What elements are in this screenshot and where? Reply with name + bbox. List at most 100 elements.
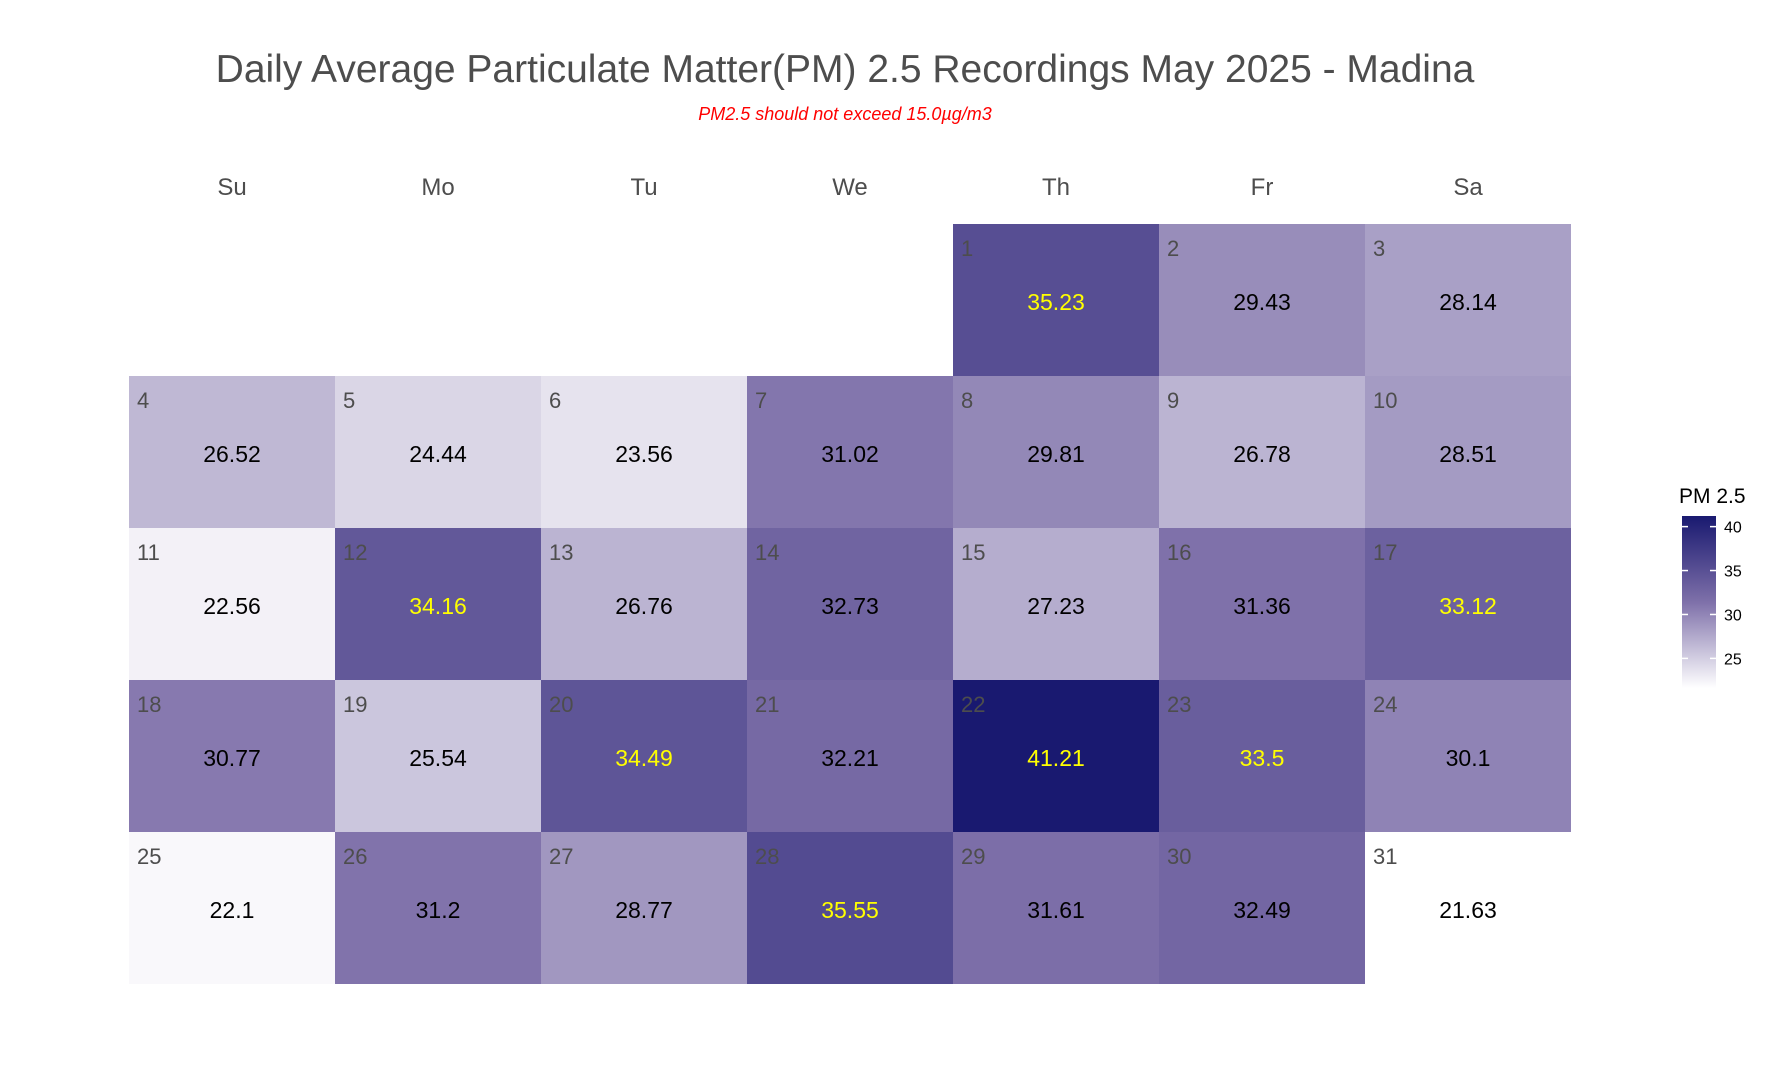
day-value-label: 28.14 — [1439, 289, 1497, 315]
day-cell-fill — [1159, 224, 1365, 376]
day-value-label: 32.73 — [821, 593, 879, 619]
day-value-label: 34.49 — [615, 745, 673, 771]
day-cell-fill — [1365, 376, 1571, 528]
day-value-label: 33.5 — [1240, 745, 1285, 771]
day-number: 16 — [1167, 540, 1191, 565]
day-cell-16: 16 31.36 — [1159, 528, 1365, 680]
day-number: 5 — [343, 388, 355, 413]
day-value-label: 32.21 — [821, 745, 879, 771]
day-cell-13: 13 26.76 — [541, 528, 747, 680]
day-cell-27: 27 28.77 — [541, 832, 747, 984]
day-number: 13 — [549, 540, 573, 565]
legend-tick-label: 35 — [1724, 564, 1742, 581]
day-number: 10 — [1373, 388, 1397, 413]
day-cell-5: 524.44 — [335, 376, 541, 528]
day-cell-24: 24 30.1 — [1365, 680, 1571, 832]
day-cell-1: 135.23 — [953, 224, 1159, 376]
day-cell-30: 30 32.49 — [1159, 832, 1365, 984]
day-cell-fill — [1159, 832, 1365, 984]
day-cell-15: 15 27.23 — [953, 528, 1159, 680]
day-cell-fill — [335, 680, 541, 832]
legend-tick-label: 30 — [1724, 607, 1742, 624]
chart-subtitle: PM2.5 should not exceed 15.0µg/m3 — [698, 104, 992, 124]
chart-title: Daily Average Particulate Matter(PM) 2.5… — [215, 48, 1475, 91]
day-value-label: 31.36 — [1233, 593, 1291, 619]
day-value-label: 35.23 — [1027, 289, 1085, 315]
day-cell-fill — [953, 376, 1159, 528]
day-cell-14: 14 32.73 — [747, 528, 953, 680]
day-number: 18 — [137, 692, 161, 717]
weekday-label-we: We — [832, 174, 868, 201]
legend: PM 2.5 25 30 35 40 — [1679, 485, 1746, 688]
day-number: 23 — [1167, 692, 1191, 717]
day-value-label: 31.02 — [821, 441, 879, 467]
day-cell-fill — [129, 528, 335, 680]
day-value-label: 22.56 — [203, 593, 261, 619]
day-number: 25 — [137, 844, 161, 869]
day-value-label: 26.52 — [203, 441, 261, 467]
day-cell-3: 328.14 — [1365, 224, 1571, 376]
day-number: 28 — [755, 844, 779, 869]
day-value-label: 22.1 — [210, 897, 255, 923]
day-value-label: 26.78 — [1233, 441, 1291, 467]
day-cell-20: 20 34.49 — [541, 680, 747, 832]
day-cell-fill — [335, 528, 541, 680]
weekday-label-fr: Fr — [1251, 174, 1274, 201]
day-cell-fill — [1159, 376, 1365, 528]
day-cell-fill — [953, 832, 1159, 984]
day-cell-19: 19 25.54 — [335, 680, 541, 832]
day-cell-fill — [1159, 528, 1365, 680]
day-value-label: 30.77 — [203, 745, 261, 771]
day-cell-29: 29 31.61 — [953, 832, 1159, 984]
day-number: 6 — [549, 388, 561, 413]
day-cell-fill — [335, 832, 541, 984]
day-cell-fill — [953, 224, 1159, 376]
day-value-label: 30.1 — [1446, 745, 1491, 771]
day-number: 4 — [137, 388, 149, 413]
day-cell-fill — [541, 680, 747, 832]
day-value-label: 29.81 — [1027, 441, 1085, 467]
day-cell-fill — [1365, 832, 1571, 984]
day-cell-6: 623.56 — [541, 376, 747, 528]
legend-tick-label: 25 — [1724, 651, 1742, 668]
day-number: 2 — [1167, 236, 1179, 261]
day-cell-28: 28 35.55 — [747, 832, 953, 984]
day-cell-8: 829.81 — [953, 376, 1159, 528]
day-cell-10: 10 28.51 — [1365, 376, 1571, 528]
weekday-label-mo: Mo — [421, 174, 454, 201]
day-value-label: 31.2 — [416, 897, 461, 923]
day-cell-21: 21 32.21 — [747, 680, 953, 832]
day-value-label: 28.77 — [615, 897, 673, 923]
weekday-label-tu: Tu — [630, 174, 657, 201]
day-cell-25: 25 22.1 — [129, 832, 335, 984]
day-number: 7 — [755, 388, 767, 413]
day-cell-7: 731.02 — [747, 376, 953, 528]
day-number: 20 — [549, 692, 573, 717]
day-number: 30 — [1167, 844, 1191, 869]
day-cell-11: 11 22.56 — [129, 528, 335, 680]
day-cell-26: 26 31.2 — [335, 832, 541, 984]
day-value-label: 25.54 — [409, 745, 467, 771]
day-cell-fill — [541, 832, 747, 984]
day-cell-fill — [747, 528, 953, 680]
day-number: 15 — [961, 540, 985, 565]
day-cell-12: 12 34.16 — [335, 528, 541, 680]
day-number: 11 — [137, 540, 160, 565]
day-number: 27 — [549, 844, 573, 869]
day-value-label: 33.12 — [1439, 593, 1497, 619]
day-value-label: 28.51 — [1439, 441, 1497, 467]
day-value-label: 34.16 — [409, 593, 467, 619]
day-number: 9 — [1167, 388, 1179, 413]
day-number: 24 — [1373, 692, 1397, 717]
day-cell-fill — [747, 680, 953, 832]
day-cell-fill — [747, 832, 953, 984]
day-cell-fill — [129, 832, 335, 984]
day-value-label: 27.23 — [1027, 593, 1085, 619]
day-number: 8 — [961, 388, 973, 413]
day-value-label: 21.63 — [1439, 897, 1497, 923]
day-cell-23: 23 33.5 — [1159, 680, 1365, 832]
day-number: 26 — [343, 844, 367, 869]
day-cell-4: 426.52 — [129, 376, 335, 528]
day-cell-fill — [1159, 680, 1365, 832]
